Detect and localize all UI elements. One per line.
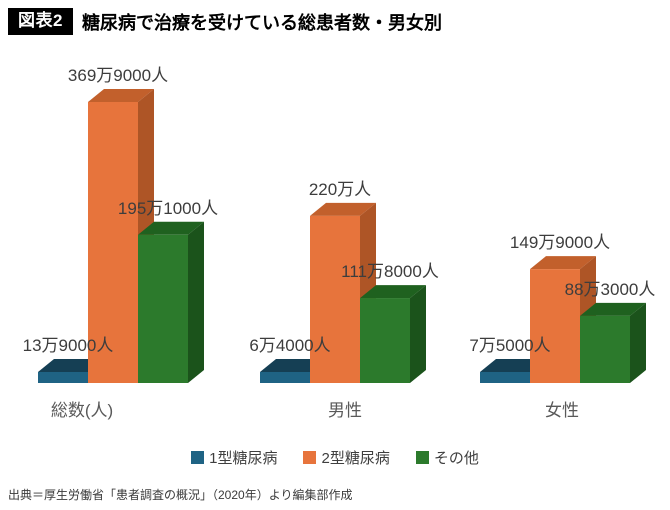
bar-type2-diabetes-male xyxy=(310,215,360,383)
value-label-type2-diabetes-female: 149万9000人 xyxy=(510,233,610,252)
legend-label: その他 xyxy=(433,450,479,467)
bar-type1-diabetes-female xyxy=(480,372,530,383)
legend-item-type2-diabetes: 2型糖尿病 xyxy=(303,447,390,468)
value-label-type2-diabetes-male: 220万人 xyxy=(309,180,371,199)
bar-other-female xyxy=(580,315,630,383)
category-label-female: 女性 xyxy=(545,401,579,420)
legend-label: 2型糖尿病 xyxy=(321,450,390,467)
value-label-type2-diabetes-total: 369万9000人 xyxy=(68,66,168,85)
bar-top-face-type1-diabetes-total xyxy=(38,359,104,372)
bar-top-face-type2-diabetes-total xyxy=(88,88,154,102)
bar-type2-diabetes-female xyxy=(530,269,580,383)
bar-top-face-type1-diabetes-male xyxy=(260,359,326,372)
source-note: 出典＝厚生労働省「患者調査の概況」（2020年）より編集部作成 xyxy=(8,488,353,502)
value-label-type1-diabetes-total: 13万9000人 xyxy=(23,336,114,355)
bar-top-face-type1-diabetes-female xyxy=(480,359,546,372)
bar-side-face-other-male xyxy=(410,285,426,383)
bar-top-face-other-female xyxy=(580,302,646,316)
value-label-other-male: 111万8000人 xyxy=(341,262,439,281)
legend-item-type1-diabetes: 1型糖尿病 xyxy=(191,447,277,468)
legend-label: 1型糖尿病 xyxy=(209,450,278,467)
bar-type1-diabetes-male xyxy=(260,372,310,383)
bar-type1-diabetes-total xyxy=(38,372,88,383)
bar-type2-diabetes-total xyxy=(88,101,138,383)
value-label-other-total: 195万1000人 xyxy=(118,199,218,218)
value-label-other-female: 88万3000人 xyxy=(565,280,656,299)
bar-top-face-type2-diabetes-female xyxy=(530,256,596,270)
category-label-male: 男性 xyxy=(328,401,362,420)
legend-item-other: その他 xyxy=(415,447,479,468)
figure-badge: 図表2 xyxy=(8,8,73,36)
category-label-total: 総数(人) xyxy=(51,401,113,420)
bar-other-total xyxy=(138,234,188,383)
bar-top-face-other-male xyxy=(360,285,426,299)
title-bar: 図表2 糖尿病で治療を受けている総患者数・男女別 xyxy=(8,8,442,36)
bar-side-face-other-female xyxy=(630,302,646,383)
legend-swatch-icon xyxy=(303,451,317,464)
chart-legend: 1型糖尿病 2型糖尿病 その他 xyxy=(0,447,670,468)
bar-side-face-other-total xyxy=(188,221,204,383)
chart-title: 糖尿病で治療を受けている総患者数・男女別 xyxy=(81,12,442,33)
bar-other-male xyxy=(360,298,410,383)
bar-top-face-type2-diabetes-male xyxy=(310,202,376,216)
legend-swatch-icon xyxy=(191,451,205,464)
value-label-type1-diabetes-male: 6万4000人 xyxy=(249,336,330,355)
bar-top-face-other-total xyxy=(138,221,204,235)
value-label-type1-diabetes-female: 7万5000人 xyxy=(469,336,550,355)
legend-swatch-icon xyxy=(415,451,429,464)
